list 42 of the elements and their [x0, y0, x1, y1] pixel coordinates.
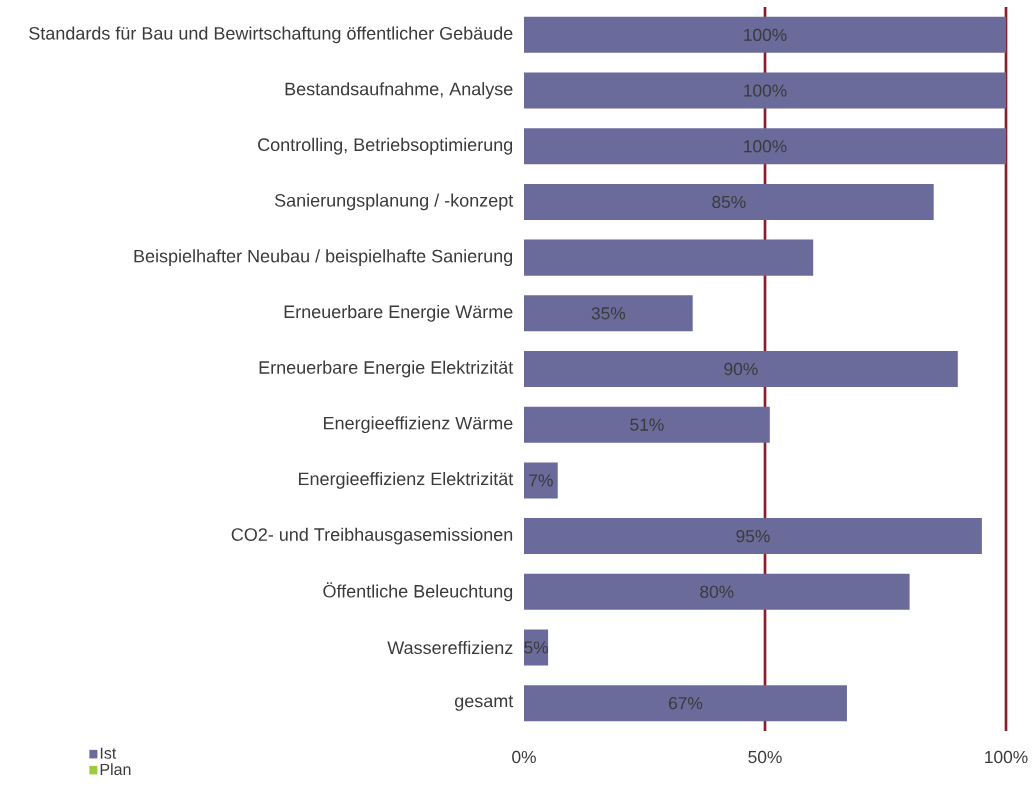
- y-tick-label: Energieeffizienz Wärme: [324, 416, 513, 434]
- y-tick-label: Standards für Bau und Bewirtschaftung öffentlicher Gebäude: [29, 26, 513, 44]
- x-tick-label: 0%: [512, 750, 536, 764]
- data-label: 35%: [591, 307, 626, 320]
- data-label: 95%: [736, 529, 770, 543]
- x-tick-label: 100%: [985, 750, 1028, 764]
- bar: [524, 16, 1006, 53]
- bar: [524, 518, 982, 555]
- bar: [524, 128, 1006, 165]
- bar: [524, 685, 847, 722]
- bar: [524, 72, 1006, 109]
- y-tick-label: CO2- und Treibhausgasemissionen: [231, 527, 513, 545]
- data-label: 80%: [700, 585, 734, 598]
- data-label: 90%: [724, 362, 758, 376]
- y-tick-label: gesamt: [455, 695, 514, 711]
- data-label: 100%: [744, 84, 787, 97]
- bar: [524, 239, 814, 276]
- legend-label: Ist: [100, 747, 117, 759]
- data-label: 5%: [524, 641, 548, 654]
- x-tick-label: 50%: [748, 750, 782, 764]
- y-tick-label: Controlling, Betriebsoptimierung: [258, 137, 513, 155]
- bar: [524, 573, 910, 610]
- bar: [524, 295, 693, 332]
- y-tick-label: Erneuerbare Energie Elektrizität: [259, 360, 514, 378]
- data-label: 7%: [529, 474, 553, 487]
- data-label: 100%: [744, 140, 787, 153]
- bar: [524, 351, 958, 388]
- y-tick-label: Beispielhafter Neubau / beispielhafte Sanierung: [134, 249, 513, 267]
- bar: [524, 462, 558, 499]
- data-label: 67%: [669, 697, 703, 710]
- data-label: 100%: [744, 28, 787, 41]
- bar: [524, 406, 770, 443]
- bar: [524, 183, 934, 220]
- data-label: 51%: [630, 418, 664, 431]
- y-tick-label: Erneuerbare Energie Wärme: [284, 304, 513, 322]
- y-tick-label: Sanierungsplanung / -konzept: [274, 193, 514, 211]
- data-label: 85%: [712, 195, 746, 209]
- legend-label: Plan: [100, 763, 131, 776]
- y-tick-label: Wassereffizienz: [387, 640, 513, 655]
- y-tick-label: Öffentliche Beleuchtung: [323, 582, 513, 602]
- y-tick-label: Energieeffizienz Elektrizität: [299, 472, 514, 489]
- y-tick-label: Bestandsaufnahme, Analyse: [285, 82, 513, 99]
